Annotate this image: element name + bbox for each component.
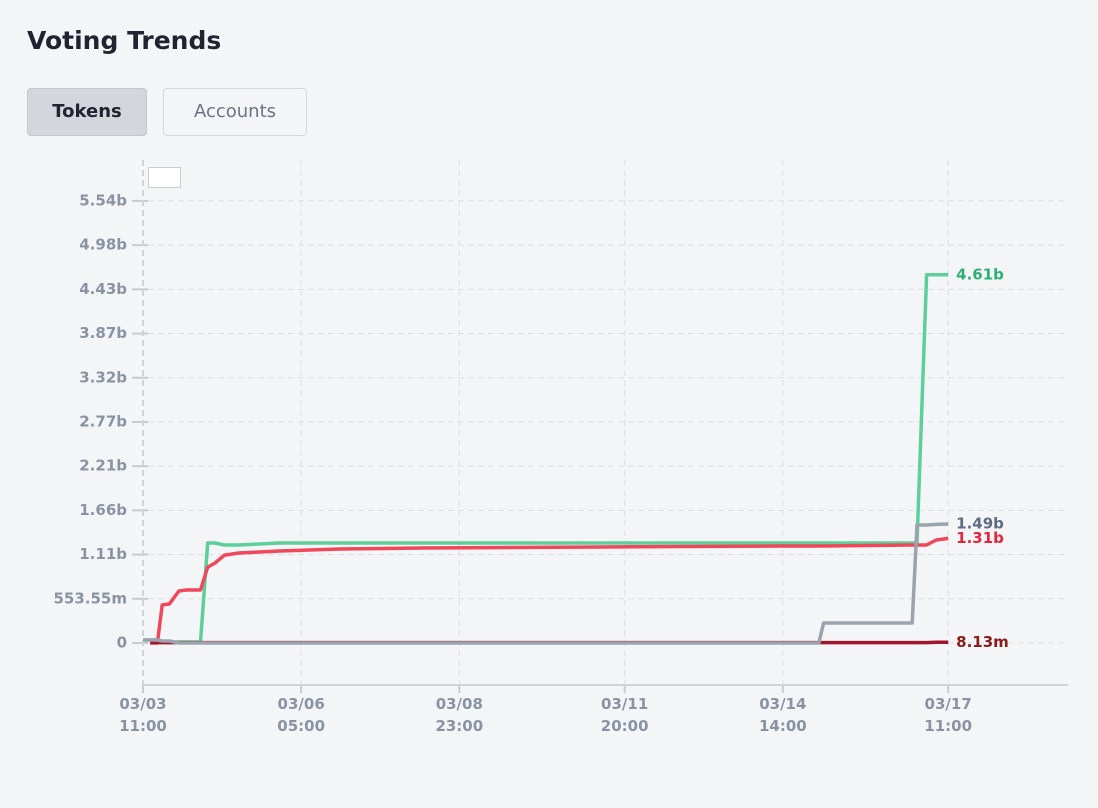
end-label: 4.61b: [956, 265, 1004, 283]
series-line: [143, 522, 949, 645]
title: Voting Trends: [27, 26, 222, 55]
y-tick-label: 4.43b: [79, 280, 127, 298]
end-label: 1.31b: [956, 529, 1004, 547]
y-tick-label: 553.55m: [53, 589, 127, 607]
y-tick-label: 5.54b: [79, 191, 127, 209]
y-tick-label: 2.21b: [79, 457, 127, 475]
x-tick-label: 03/11 20:00: [600, 695, 649, 735]
y-tick-label: 4.98b: [79, 236, 127, 254]
series-line: [150, 536, 949, 645]
y-tick-label: 2.77b: [79, 412, 127, 430]
tab-tokens[interactable]: Tokens: [27, 88, 147, 136]
y-tick-label: 0: [117, 633, 127, 651]
legend-box: [148, 167, 181, 188]
end-label: 1.49b: [956, 515, 1004, 533]
x-tick-label: 03/08 23:00: [435, 695, 484, 735]
y-tick-label: 1.11b: [79, 545, 127, 563]
y-tick-label: 3.87b: [79, 324, 127, 342]
x-tick-label: 03/03 11:00: [119, 695, 167, 735]
x-tick-label: 03/14 14:00: [758, 695, 807, 735]
tab-accounts[interactable]: Accounts: [163, 88, 307, 136]
x-tick-label: 03/06 05:00: [277, 695, 326, 735]
x-tick-label: 03/17 11:00: [924, 695, 973, 735]
y-tick-label: 3.32b: [79, 368, 127, 386]
end-label: 8.13m: [956, 633, 1009, 651]
series-line: [143, 273, 949, 644]
y-tick-label: 1.66b: [79, 501, 127, 519]
